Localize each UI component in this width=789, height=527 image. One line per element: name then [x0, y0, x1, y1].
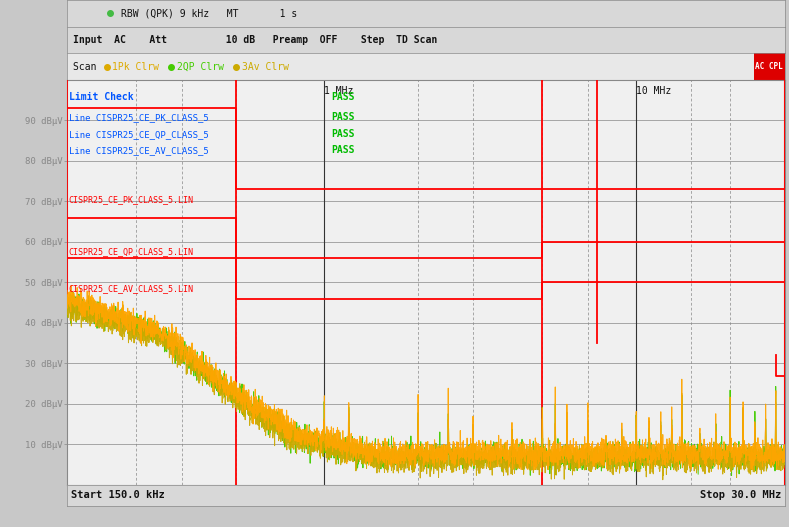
Text: Line CISPR25_CE_AV_CLASS_5: Line CISPR25_CE_AV_CLASS_5 [69, 146, 208, 155]
Text: AC CPL: AC CPL [755, 62, 783, 71]
Text: Limit Check: Limit Check [69, 92, 133, 102]
Bar [754, 53, 785, 80]
Text: RBW (QPK) 9 kHz   MT       1 s: RBW (QPK) 9 kHz MT 1 s [121, 8, 297, 18]
Text: PASS: PASS [331, 129, 354, 139]
Text: PASS: PASS [331, 112, 354, 122]
Text: 2QP Clrw: 2QP Clrw [177, 62, 224, 72]
Text: PASS: PASS [331, 92, 354, 102]
Text: 10 MHz: 10 MHz [636, 86, 671, 96]
Text: CISPR25_CE_AV_CLASS_5.LIN: CISPR25_CE_AV_CLASS_5.LIN [69, 284, 194, 293]
Text: Line CISPR25_CE_PK_CLASS_5: Line CISPR25_CE_PK_CLASS_5 [69, 113, 208, 122]
Text: CISPR25_CE_PK_CLASS_5.LIN: CISPR25_CE_PK_CLASS_5.LIN [69, 195, 194, 204]
Text: CISPR25_CE_QP_CLASS_5.LIN: CISPR25_CE_QP_CLASS_5.LIN [69, 248, 194, 257]
Text: 1Pk Clrw: 1Pk Clrw [112, 62, 159, 72]
Text: Stop 30.0 MHz: Stop 30.0 MHz [700, 491, 781, 500]
Text: Start 150.0 kHz: Start 150.0 kHz [71, 491, 164, 500]
Text: PASS: PASS [331, 145, 354, 155]
Text: 3Av Clrw: 3Av Clrw [241, 62, 289, 72]
Text: Line CISPR25_CE_QP_CLASS_5: Line CISPR25_CE_QP_CLASS_5 [69, 130, 208, 139]
Text: Scan: Scan [73, 62, 108, 72]
Text: Input  AC    Att          10 dB   Preamp  OFF    Step  TD Scan: Input AC Att 10 dB Preamp OFF Step TD Sc… [73, 35, 437, 45]
Text: 1 MHz: 1 MHz [324, 86, 353, 96]
